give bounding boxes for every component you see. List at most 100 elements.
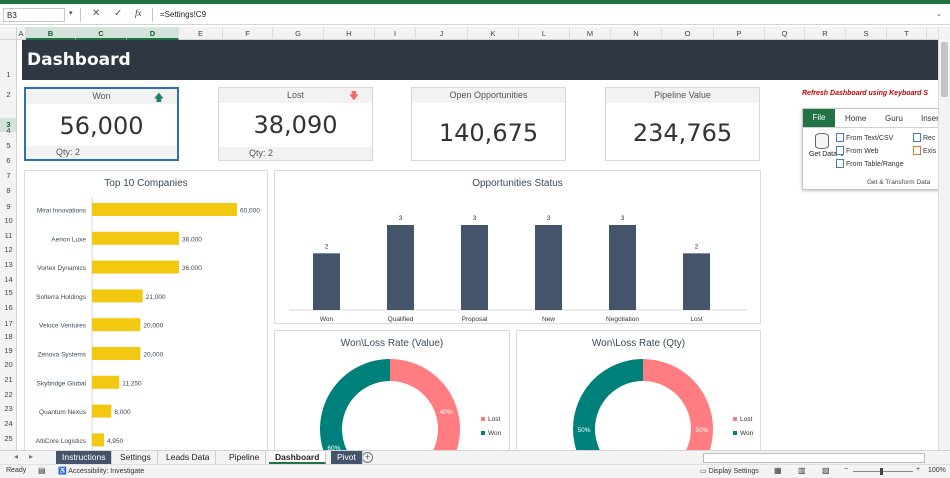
category-label: Vortex Dynamics <box>37 265 87 272</box>
insert-function-icon[interactable]: fx <box>135 8 142 18</box>
chevron-down-icon[interactable]: ▾ <box>69 10 73 17</box>
column-header[interactable]: J <box>416 27 468 40</box>
display-settings[interactable]: ▭ Display Settings <box>700 468 759 475</box>
winloss-value-chart: 40% 60% Lost Won <box>320 359 502 450</box>
row-header[interactable]: 12 <box>4 245 13 254</box>
cancel-icon[interactable]: ✕ <box>92 8 101 19</box>
divider <box>80 8 81 22</box>
data-label: 3 <box>473 215 477 222</box>
row-header[interactable]: 8 <box>6 186 11 195</box>
ready-status: Ready <box>6 467 27 474</box>
column-header[interactable]: T <box>887 27 927 40</box>
row-header[interactable]: 23 <box>4 404 13 413</box>
slice-label: 50% <box>577 427 590 434</box>
accessibility-status[interactable]: ♿ Accessibility: Investigate <box>58 468 145 475</box>
sheet-tab-leads-data[interactable]: Leads Data <box>160 451 217 464</box>
row-header[interactable]: 24 <box>4 419 13 428</box>
row-header[interactable]: 19 <box>4 346 13 355</box>
worksheet-grid[interactable]: Dashboard Won 🡅 56,000 Qty: 2 Lost 🡇 38,… <box>17 40 938 450</box>
row-header[interactable]: 14 <box>4 275 13 284</box>
scroll-right-icon[interactable]: ▸ <box>29 452 34 461</box>
formula-input[interactable]: =Settings!C9 <box>160 10 207 19</box>
category-label: Lost <box>690 316 702 323</box>
row-header[interactable]: 20 <box>4 360 13 369</box>
row-header[interactable]: 15 <box>4 288 13 297</box>
kpi-open-card: Open Opportunities 140,675 <box>411 87 566 161</box>
kpi-pipeline-card: Pipeline Value 234,765 <box>605 87 760 161</box>
column-header[interactable]: Q <box>765 27 805 40</box>
zoom-level[interactable]: 100% <box>928 467 946 474</box>
row-header[interactable]: 2 <box>6 90 11 99</box>
horizontal-scrollbar[interactable] <box>703 453 925 463</box>
column-header[interactable]: F <box>223 27 273 40</box>
scroll-thumb[interactable] <box>941 42 948 97</box>
accessibility-icon: ♿ <box>58 468 69 475</box>
row-header[interactable]: 21 <box>4 375 13 384</box>
select-all-corner[interactable] <box>0 27 17 40</box>
ribbon-tab-home: Home <box>845 114 867 123</box>
page-break-icon[interactable]: ▧ <box>822 466 830 475</box>
row-header[interactable]: 25 <box>4 434 13 443</box>
enter-icon[interactable]: ✓ <box>114 8 123 19</box>
zoom-in-icon[interactable]: + <box>916 466 921 473</box>
zoom-slider[interactable] <box>853 471 913 472</box>
column-header[interactable]: K <box>468 27 519 40</box>
row-header[interactable]: 7 <box>6 171 11 180</box>
row-header[interactable]: 13 <box>4 260 13 269</box>
column-header[interactable]: E <box>179 27 223 40</box>
sheet-tab-settings[interactable]: Settings <box>114 451 158 464</box>
normal-view-icon[interactable]: ▦ <box>774 466 782 475</box>
row-header[interactable]: 10 <box>4 216 13 225</box>
sheet-tab-dashboard[interactable]: Dashboard <box>269 451 327 464</box>
kpi-won-card[interactable]: Won 🡅 56,000 Qty: 2 <box>24 87 179 161</box>
column-header[interactable]: N <box>611 27 662 40</box>
column-header[interactable]: M <box>570 27 611 40</box>
legend-label: Won <box>740 430 754 437</box>
zoom-out-icon[interactable]: − <box>844 466 849 473</box>
column-header[interactable]: O <box>662 27 714 40</box>
column-header[interactable]: L <box>519 27 570 40</box>
column-header[interactable]: D <box>127 27 179 40</box>
column-header[interactable]: I <box>375 27 416 40</box>
sheet-view-icon[interactable]: ▤ <box>38 466 46 475</box>
row-header[interactable]: 6 <box>6 156 11 165</box>
winloss-qty-title: Won\Loss Rate (Qty) <box>591 338 686 349</box>
row-header[interactable]: 3 <box>0 118 16 132</box>
row-header[interactable]: 22 <box>4 390 13 399</box>
row-header[interactable]: 11 <box>4 231 13 240</box>
page-layout-icon[interactable]: ▥ <box>798 466 806 475</box>
column-header[interactable]: R <box>805 27 846 40</box>
row-header[interactable]: 4 <box>6 126 11 135</box>
sheet-tab-pipeline[interactable]: Pipeline <box>223 451 267 464</box>
sheet-tab-instructions[interactable]: Instructions <box>56 451 113 464</box>
row-header[interactable]: 18 <box>4 332 13 341</box>
from-web-item: From Web <box>836 146 879 155</box>
row-header[interactable]: 16 <box>4 303 13 312</box>
column-header[interactable]: C <box>76 27 127 40</box>
sheet-tab-pivot[interactable]: Pivot <box>331 451 363 464</box>
scroll-left-icon[interactable]: ◂ <box>14 452 19 461</box>
zoom-slider-thumb[interactable] <box>880 468 883 475</box>
refresh-note: Refresh Dashboard using Keyboard S <box>802 90 929 97</box>
up-arrow-icon: 🡅 <box>153 93 164 104</box>
column-header[interactable]: G <box>273 27 324 40</box>
slice-label: 40% <box>440 409 453 416</box>
row-header[interactable]: 5 <box>6 141 11 150</box>
row-header[interactable]: 26 <box>0 446 16 450</box>
row-header[interactable]: 17 <box>4 319 13 328</box>
row-header[interactable]: 9 <box>6 202 11 211</box>
expand-formula-icon[interactable]: ⌄ <box>936 11 942 18</box>
existing-connections-item: Exis <box>913 146 936 155</box>
column-header[interactable]: S <box>846 27 887 40</box>
bar <box>535 225 562 310</box>
column-header[interactable]: B <box>26 27 76 40</box>
column-header[interactable]: P <box>714 27 765 40</box>
opportunities-status-chart: 2 Won 3 Qualified 3 Proposal 3 New 3 Negotiation 2… <box>289 215 747 323</box>
vertical-scrollbar[interactable] <box>938 27 950 450</box>
name-box[interactable]: B3 <box>3 8 65 22</box>
category-label: Mirai Innovations <box>37 208 87 215</box>
column-header[interactable]: A <box>17 27 26 40</box>
add-sheet-button[interactable]: + <box>362 452 373 463</box>
column-header[interactable]: H <box>324 27 375 40</box>
row-header[interactable]: 1 <box>6 70 11 79</box>
